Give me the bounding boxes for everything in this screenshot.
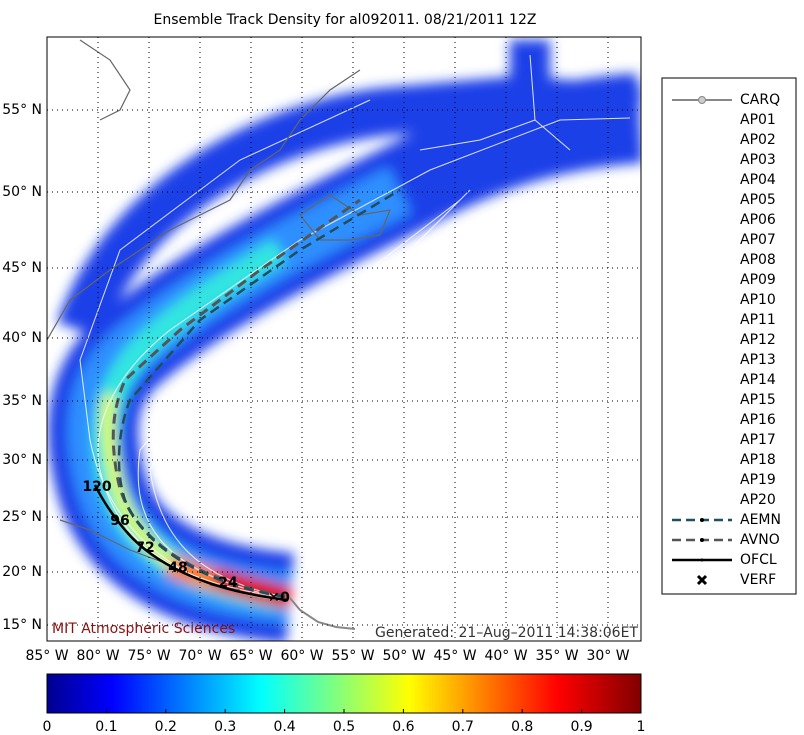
track-label: 24 [218,575,238,591]
lon-label: 40° W [484,648,527,664]
lat-label: 30° N [2,452,42,468]
map-frame [46,36,642,642]
legend-marker [696,574,708,586]
lon-label: 35° W [535,648,578,664]
legend-label: AP15 [740,392,776,408]
legend-label: AP07 [740,232,776,248]
legend [661,77,797,595]
lon-label: 50° W [382,648,425,664]
legend-label: AP03 [740,152,776,168]
lat-label: 25° N [2,509,42,525]
colorbar-tick-label: 0.5 [333,719,355,735]
track-label: 48 [168,560,187,576]
legend-label: AP01 [740,112,776,128]
colorbar [46,673,642,714]
track-label: 96 [110,513,129,529]
colorbar-tick-label: 1 [637,719,646,735]
lon-label: 55° W [331,648,374,664]
legend-label: AP12 [740,332,776,348]
legend-label: AP04 [740,172,776,188]
legend-label: AP05 [740,192,776,208]
legend-marker [700,518,704,522]
lon-label: 80° W [76,648,119,664]
lon-label: 30° W [586,648,629,664]
colorbar-tick-label: 0.2 [155,719,177,735]
legend-label: CARQ [740,92,780,108]
lon-label: 45° W [433,648,476,664]
track-label: 120 [82,479,111,495]
legend-label: AP20 [740,492,776,508]
legend-label: AEMN [740,512,781,528]
lon-label: 75° W [127,648,170,664]
legend-label: AP17 [740,432,776,448]
legend-label: AP10 [740,292,776,308]
colorbar-tick-label: 0.4 [273,719,295,735]
legend-label: AP11 [740,312,776,328]
credit: MIT Atmospheric Sciences [52,621,235,637]
legend-label: AP09 [740,272,776,288]
legend-label: AP14 [740,372,776,388]
colorbar-tick-label: 0.7 [452,719,474,735]
colorbar-tick-label: 0 [43,719,52,735]
lat-label: 35° N [2,393,42,409]
density-map: ✕ [47,37,641,641]
legend-label: AP18 [740,452,776,468]
legend-label: AP16 [740,412,776,428]
generated: Generated: 21–Aug–2011 14:38:06ET [375,625,638,641]
lat-label: 55° N [2,102,42,118]
legend-label: AP13 [740,352,776,368]
legend-marker [700,558,704,562]
lat-label: 45° N [2,260,42,276]
legend-label: AP02 [740,132,776,148]
lat-label: 20° N [2,564,42,580]
legend-label: AP08 [740,252,776,268]
legend-marker [700,538,704,542]
lat-label: 40° N [2,330,42,346]
legend-label: OFCL [740,552,777,568]
lat-label: 50° N [2,184,42,200]
lon-label: 85° W [25,648,68,664]
svg-text:✕: ✕ [268,590,280,606]
legend-label: VERF [740,572,776,588]
legend-label: AVNO [740,532,780,548]
lon-label: 65° W [229,648,272,664]
track-label: 72 [135,540,154,556]
track-label: 0 [280,590,290,606]
lon-label: 70° W [178,648,221,664]
colorbar-tick-label: 0.6 [392,719,414,735]
colorbar-tick-label: 0.8 [511,719,533,735]
title: Ensemble Track Density for al092011. 08/… [154,12,537,28]
lon-label: 60° W [280,648,323,664]
legend-label: AP06 [740,212,776,228]
legend-marker [698,96,706,104]
colorbar-tick-label: 0.9 [570,719,592,735]
legend-label: AP19 [740,472,776,488]
colorbar-tick-label: 0.3 [214,719,236,735]
lat-label: 15° N [2,617,42,633]
colorbar-tick-label: 0.1 [95,719,117,735]
